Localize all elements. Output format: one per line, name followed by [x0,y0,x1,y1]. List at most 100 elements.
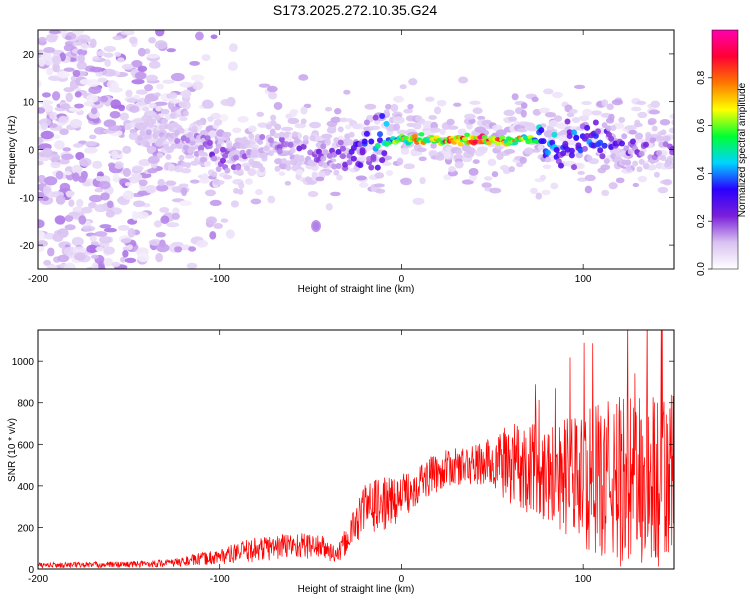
spectrogram-cell [103,257,114,267]
spectrogram-cell [638,150,645,157]
spectrogram-cell [418,132,425,137]
spectrogram-cell [544,111,557,118]
spectrogram-cell [81,206,93,214]
spectrogram-cell [544,156,551,163]
spectrogram-cell [660,155,667,162]
spectrogram-cell [86,244,98,254]
spectrogram-cell [108,125,123,132]
spectrogram-cell [94,187,104,193]
spectrogram-cell [248,133,255,140]
spectrogram-cell [88,201,97,209]
spectrogram-cell [412,122,422,130]
spectrogram-cell [478,146,488,154]
spectrogram-cell [361,138,368,145]
spectrogram-cell [141,139,148,146]
spectrogram-cell [368,138,375,145]
spectrogram-cell [68,211,80,217]
spectrogram-cell [631,106,642,112]
spectrogram-cell [64,214,74,222]
spectrogram-cell [204,135,211,142]
spectrogram-cell [63,262,76,269]
y-tick-label: 10 [23,98,35,109]
spectrogram-cell [248,125,257,133]
spectrogram-cell [163,143,170,150]
spectrogram-cell [320,143,327,150]
spectrogram-cell [121,63,134,70]
spectrogram-cell [227,61,238,72]
spectrogram-cell [363,130,370,137]
spectrogram-cell [105,210,115,218]
spectrogram-cell [103,45,117,52]
spectrogram-cell [345,124,352,130]
spectrogram-cell [154,114,161,121]
spectrogram-cell [176,143,183,150]
spectrogram-cell [411,133,418,139]
spectrogram-cell [399,84,407,90]
spectrogram-cell [309,121,322,129]
spectrogram-cell [646,164,657,171]
spectrogram-cell [412,197,425,205]
spectrogram-cell [267,195,276,204]
spectrogram-cell [309,135,316,142]
spectrogram-cell [42,147,53,158]
spectrogram-cell [373,183,385,188]
spectrogram-cell [551,131,558,138]
spectrogram-cell [614,154,621,161]
spectrogram-cell [368,164,375,171]
spectrogram-cell [96,50,106,57]
spectrogram-cell [477,115,486,121]
colorbar-tick-label: 0.8 [696,70,707,84]
spectrogram-cell [541,189,551,196]
spectrogram-cell [217,138,224,145]
spectrogram-cell [403,135,410,141]
spectrogram-cell [111,261,121,268]
spectrogram-cell [523,147,535,155]
spectrogram-cell [337,126,344,133]
x-tick-label: -100 [210,574,230,585]
spectrogram-cell [333,137,340,144]
spectrogram-cell [333,169,340,176]
spectrogram-cell [624,125,636,131]
spectrogram-cell [187,148,194,155]
spectrogram-cell [135,89,148,95]
spectrogram-cell [637,175,648,183]
spectrogram-cell [605,125,612,132]
spectrogram-cell [586,155,593,162]
spectrogram-cell [311,171,318,179]
spectrogram-cell [352,123,361,130]
spectrogram-cell [52,55,62,65]
spectrogram-cell [204,189,217,197]
spectrogram-cell [97,77,108,83]
spectrogram-cell [213,119,223,126]
spectrogram-cell [457,128,467,136]
spectrogram-cell [94,231,108,237]
spectrogram-cell [601,122,608,129]
spectrogram-cell [38,36,47,43]
spectrogram-cell [90,107,98,115]
spectrogram-cell [47,247,55,257]
spectrogram-y-label: Frequency (Hz) [7,116,18,185]
spectrogram-cell [174,137,181,144]
spectrogram-cell [508,166,516,173]
spectrogram-cell [267,150,274,157]
spectrogram-cell [147,168,158,174]
spectrogram-cell [58,158,70,165]
y-tick-label: -10 [20,193,35,204]
spectrogram-cell [178,183,189,188]
spectrogram-cell [407,103,414,110]
spectrogram-cell [270,119,277,126]
spectrogram-cell [250,198,262,205]
spectrogram-cell [77,175,87,183]
spectrogram-cell [664,135,671,142]
spectrogram-cell [40,122,49,130]
spectrogram-cell [148,60,161,69]
spectrogram-cell [74,103,84,109]
spectrogram-cell [632,182,639,188]
spectrogram-cell [660,129,667,136]
spectrogram-cell [222,152,229,159]
spectrogram-cell [237,115,249,123]
spectrogram-cell [62,147,72,152]
spectrogram-cell [330,116,342,123]
x-tick-label: 100 [575,574,592,585]
snr-panel: -200 -100 0 100 0 200 400 600 800 1000 Height of… [7,329,675,595]
